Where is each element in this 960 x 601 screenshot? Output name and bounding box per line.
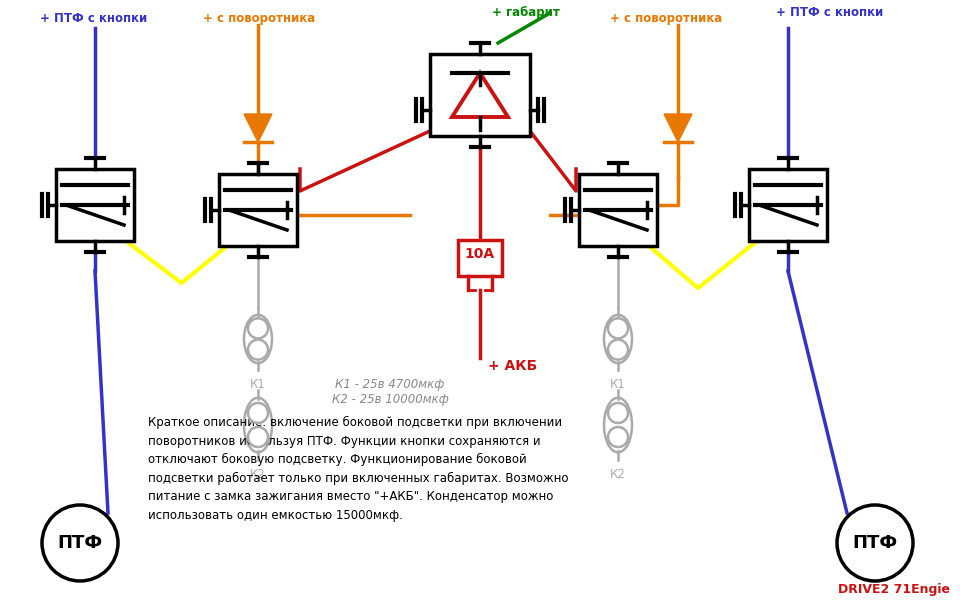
Ellipse shape [604,315,632,363]
Text: К1: К1 [251,378,266,391]
Bar [430,54,530,136]
Ellipse shape [244,315,272,363]
Circle shape [837,505,913,581]
Circle shape [248,319,268,338]
Circle shape [42,505,118,581]
Text: Краткое описание: включение боковой подсветки при включении
поворотников использ: Краткое описание: включение боковой подс… [148,416,568,522]
Bar [56,169,134,241]
Text: + АКБ: + АКБ [488,359,538,373]
Text: + с поворотника: + с поворотника [203,12,315,25]
Text: + ПТФ с кнопки: + ПТФ с кнопки [40,12,147,25]
Bar [458,240,502,276]
Text: К2: К2 [251,468,266,481]
Bar [749,169,827,241]
Text: DRIVE2 71Engie: DRIVE2 71Engie [838,583,950,596]
Text: К1: К1 [611,378,626,391]
Text: + габарит: + габарит [492,6,560,19]
Circle shape [248,403,268,423]
Text: + с поворотника: + с поворотника [610,12,722,25]
Text: ПТФ: ПТФ [852,534,898,552]
Text: 10А: 10А [465,247,495,261]
Circle shape [608,403,628,423]
Text: К2: К2 [611,468,626,481]
Circle shape [608,340,628,359]
Ellipse shape [604,398,632,453]
Ellipse shape [244,398,272,453]
Text: ПТФ: ПТФ [58,534,103,552]
Circle shape [248,340,268,359]
Polygon shape [244,114,272,142]
Circle shape [248,427,268,447]
Text: + ПТФ с кнопки: + ПТФ с кнопки [776,6,883,19]
Circle shape [608,319,628,338]
Bar [579,174,657,246]
Text: К1 - 25в 4700мкф: К1 - 25в 4700мкф [335,378,444,391]
Polygon shape [664,114,692,142]
Text: К2 - 25в 10000мкф: К2 - 25в 10000мкф [331,393,448,406]
Bar [219,174,297,246]
Circle shape [608,427,628,447]
